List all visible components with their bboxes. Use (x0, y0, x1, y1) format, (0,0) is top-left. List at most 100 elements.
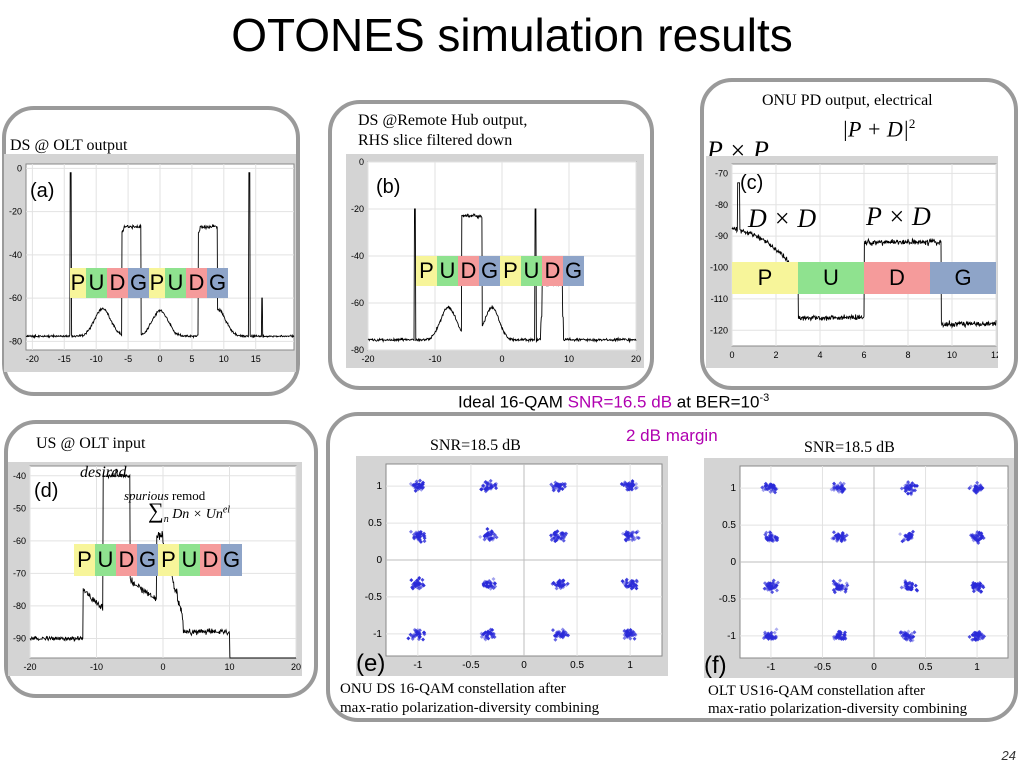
constellation-point (483, 630, 488, 635)
band-cell-D: D (458, 256, 479, 286)
band-cell-U: U (437, 256, 458, 286)
constellation-point (485, 483, 490, 488)
x-tick-label: 0 (729, 350, 734, 360)
constellation-point (555, 631, 560, 636)
y-tick-label: -120 (710, 325, 728, 335)
constellation-point (554, 586, 559, 591)
constellation-point (764, 487, 769, 492)
constellation-point (770, 485, 775, 490)
constellation-point (624, 584, 629, 589)
y-tick-label: 0 (17, 163, 22, 173)
x-tick-label: 10 (564, 354, 574, 364)
constellation-point (419, 487, 424, 492)
constellation-point (767, 586, 772, 591)
constellation-point (550, 628, 555, 633)
constellation-point (832, 481, 837, 486)
constellation-point (762, 586, 767, 591)
constellation-point (549, 537, 554, 542)
band-cell-D: D (864, 262, 930, 294)
constellation-point (906, 537, 911, 542)
constellation-point (831, 588, 836, 593)
ideal-prefix: Ideal 16-QAM (458, 392, 568, 412)
annot-spurious: spurious (124, 488, 169, 503)
constellation-point (766, 487, 771, 492)
panel-label-d: (d) (34, 480, 59, 502)
y-tick-label: 1 (730, 483, 736, 494)
ideal-suffix: at BER=10 (672, 392, 760, 412)
x-tick-label: -5 (124, 354, 132, 364)
constellation-point (975, 633, 980, 638)
annot-sum: ∑ (148, 498, 164, 523)
annot-desired: desired (80, 464, 127, 481)
constellation-point (974, 533, 979, 538)
constellation-point (622, 636, 627, 641)
panel-label-b: (b) (376, 176, 401, 198)
constellation-point (771, 636, 776, 641)
constellation-point (767, 533, 772, 538)
constellation-point (909, 492, 914, 497)
constellation-point (630, 530, 635, 535)
constellation-point (981, 585, 986, 590)
constellation-point (906, 491, 910, 496)
panel-label-e: (e) (356, 650, 386, 677)
constellation-point (550, 581, 555, 586)
constellation-point (633, 633, 638, 638)
constellation-point (913, 488, 917, 493)
band-cell-P: P (70, 268, 86, 298)
caption-f-line2: max-ratio polarization-diversity combini… (708, 701, 968, 717)
panel-label-a: (a) (30, 180, 55, 202)
x-tick-label: 12 (991, 350, 998, 360)
caption-f-line1: OLT US16-QAM constellation after (708, 683, 926, 699)
band-cell-U: U (521, 256, 542, 286)
band-cell-G: G (930, 262, 996, 294)
x-tick-label: -15 (58, 354, 71, 364)
caption-c: ONU PD output, electrical (762, 92, 933, 109)
constellation-point (416, 536, 421, 541)
y-tick-label: -40 (351, 251, 364, 261)
snr-f: SNR=18.5 dB (804, 439, 895, 456)
band-cell-D: D (200, 544, 221, 576)
constellation-point (839, 635, 844, 640)
panel-e: -1 -0.5 0 0.5 1 1 0.5 0 -0.5 -1 (e) (356, 456, 668, 677)
constellation-point (905, 635, 910, 640)
constellation-point (767, 484, 772, 489)
constellation-point (560, 579, 565, 584)
constellation-point (632, 537, 637, 542)
x-tick-label: 0 (157, 354, 162, 364)
constellation-point (485, 635, 490, 640)
y-tick-label: -0.5 (719, 594, 737, 605)
constellation-point (899, 486, 904, 491)
page-number: 24 (1001, 748, 1016, 763)
band-cell-U: U (86, 268, 107, 298)
constellation-point (906, 483, 911, 488)
constellation-point (829, 487, 834, 492)
constellation-point (553, 534, 558, 539)
x-tick-label: 4 (817, 350, 822, 360)
annot-remod-text: remod (172, 488, 206, 503)
x-tick-label: 10 (947, 350, 957, 360)
constellation-point (910, 483, 915, 488)
constellation-point (413, 488, 418, 493)
constellation-point (629, 534, 634, 539)
constellation-point (980, 636, 985, 641)
y-tick-label: -80 (715, 200, 728, 210)
constellation-point (484, 488, 489, 493)
constellation-point (764, 485, 769, 490)
constellation-point (624, 583, 628, 588)
constellation-point (898, 630, 903, 635)
constellation-point (487, 578, 492, 583)
constellation-point (418, 478, 423, 483)
x-tick-label: 5 (189, 354, 194, 364)
constellation-point (903, 489, 908, 494)
x-tick-label: -20 (361, 354, 374, 364)
x-tick-label: 0.5 (570, 660, 584, 671)
band-cell-P: P (149, 268, 165, 298)
constellation-point (977, 586, 982, 591)
snr-e: SNR=18.5 dB (430, 437, 521, 454)
x-tick-label: 0 (160, 662, 165, 672)
constellation-point (412, 535, 417, 540)
constellation-point (488, 485, 493, 490)
constellation-point (907, 532, 912, 537)
constellation-point (967, 634, 972, 639)
